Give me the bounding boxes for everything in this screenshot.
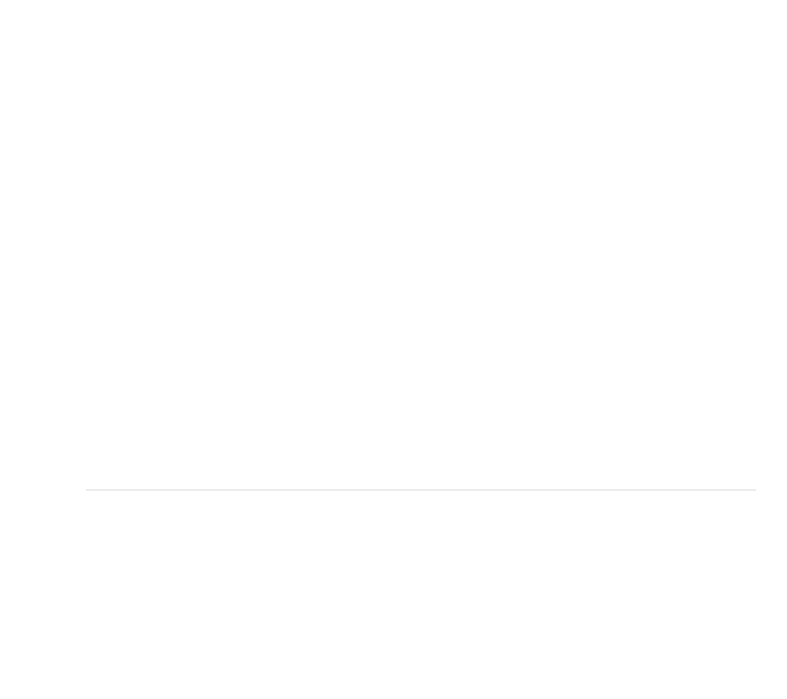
figure	[0, 0, 787, 699]
